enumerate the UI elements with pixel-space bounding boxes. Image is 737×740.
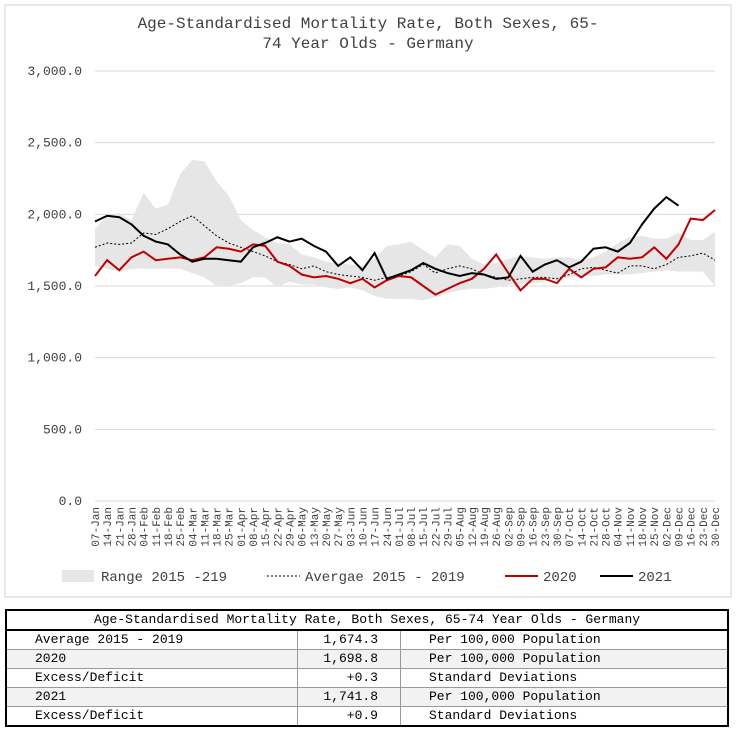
- table-cell: Per 100,000 Population: [400, 687, 729, 707]
- x-tick-label: 08-Jul: [407, 507, 419, 547]
- table-row: Excess/Deficit +0.9 Standard Deviations: [5, 706, 729, 727]
- x-tick-label: 21-Jan: [115, 507, 127, 547]
- x-tick-label: 13-May: [310, 507, 322, 547]
- table-cell: Excess/Deficit: [5, 706, 298, 727]
- series-line: [94, 209, 716, 296]
- table-cell: 2020: [5, 649, 298, 669]
- x-tick-label: 28-Oct: [602, 507, 614, 547]
- x-tick-label: 30-Dec: [711, 507, 723, 547]
- x-tick-label: 22-Apr: [273, 507, 285, 547]
- table-cell: Excess/Deficit: [5, 668, 298, 688]
- x-tick-label: 07-Jan: [91, 507, 103, 547]
- x-tick-label: 18-Feb: [164, 507, 176, 547]
- y-tick-label: 1,500.0: [27, 279, 82, 294]
- x-tick-label: 19-Aug: [480, 507, 492, 547]
- x-tick-label: 29-Apr: [286, 507, 298, 547]
- x-tick-label: 29-Jul: [444, 507, 456, 547]
- x-tick-label: 16-Sep: [529, 507, 541, 547]
- x-tick-label: 14-Oct: [577, 507, 589, 547]
- legend-label: Avergae 2015 - 2019: [305, 570, 465, 586]
- table-cell: +0.9: [297, 706, 401, 727]
- legend-label: Range 2015 -219: [101, 570, 227, 586]
- x-tick-label: 06-May: [298, 507, 310, 547]
- x-tick-label: 02-Dec: [662, 507, 674, 547]
- table-cell: Standard Deviations: [400, 706, 729, 727]
- legend-swatch: [62, 570, 94, 582]
- table-cell: 1,698.8: [297, 649, 401, 669]
- x-tick-label: 20-May: [322, 507, 334, 547]
- x-tick-label: 04-Nov: [614, 507, 626, 547]
- table-row: 2021 1,741.8 Per 100,000 Population: [5, 687, 729, 707]
- legend-label: 2020: [543, 570, 577, 586]
- x-tick-label: 25-Nov: [650, 507, 662, 547]
- x-tick-label: 10-Jun: [358, 507, 370, 547]
- x-tick-label: 15-Apr: [261, 507, 273, 547]
- y-tick-label: 2,000.0: [27, 207, 82, 222]
- x-tick-label: 01-Jul: [395, 507, 407, 547]
- summary-table: Age-Standardised Mortality Rate, Both Se…: [5, 609, 729, 727]
- x-tick-label: 30-Sep: [553, 507, 565, 547]
- table-cell: 2021: [5, 687, 298, 707]
- x-tick-label: 02-Sep: [504, 507, 516, 547]
- x-tick-label: 16-Dec: [687, 507, 699, 547]
- table-title: Age-Standardised Mortality Rate, Both Se…: [5, 609, 729, 631]
- y-tick-label: 2,500.0: [27, 136, 82, 151]
- table-row: Excess/Deficit +0.3 Standard Deviations: [5, 668, 729, 688]
- table-cell: Standard Deviations: [400, 668, 729, 688]
- x-tick-label: 08-Apr: [249, 507, 261, 547]
- x-tick-label: 25-Mar: [225, 507, 237, 547]
- x-tick-label: 12-Aug: [468, 507, 480, 547]
- legend-label: 2021: [638, 570, 672, 586]
- table-row: Average 2015 - 2019 1,674.3 Per 100,000 Po…: [5, 629, 729, 650]
- x-tick-label: 21-Oct: [589, 507, 601, 547]
- x-tick-label: 01-Apr: [237, 507, 249, 547]
- x-tick-label: 05-Aug: [456, 507, 468, 547]
- y-tick-label: 0.0: [59, 494, 82, 509]
- table-cell: 1,674.3: [297, 629, 401, 650]
- table-cell: Per 100,000 Population: [400, 649, 729, 669]
- x-tick-label: 23-Dec: [699, 507, 711, 547]
- x-tick-label: 24-Jun: [383, 507, 395, 547]
- series-line: [94, 215, 716, 281]
- x-tick-label: 27-May: [334, 507, 346, 547]
- y-tick-label: 3,000.0: [27, 64, 82, 79]
- x-tick-label: 09-Sep: [516, 507, 528, 547]
- x-tick-label: 11-Feb: [152, 507, 164, 547]
- x-tick-label: 25-Feb: [176, 507, 188, 547]
- table-cell: +0.3: [297, 668, 401, 688]
- series-line: [94, 195, 680, 281]
- x-tick-label: 23-Sep: [541, 507, 553, 547]
- chart-title: Age-Standardised Mortality Rate, Both Se…: [138, 15, 599, 33]
- table-cell: 1,741.8: [297, 687, 401, 707]
- x-tick-label: 22-Jul: [431, 507, 443, 547]
- x-tick-label: 17-Jun: [371, 507, 383, 547]
- x-tick-label: 09-Dec: [675, 507, 687, 547]
- x-tick-label: 15-Jul: [419, 507, 431, 547]
- x-tick-label: 18-Mar: [213, 507, 225, 547]
- x-tick-label: 04-Mar: [188, 507, 200, 547]
- chart: Age-Standardised Mortality Rate, Both Se…: [4, 4, 732, 598]
- y-tick-label: 500.0: [43, 422, 82, 437]
- x-tick-label: 28-Jan: [127, 507, 139, 547]
- x-tick-label: 14-Jan: [103, 507, 115, 547]
- chart-border: [4, 4, 732, 598]
- range-band: [95, 159, 715, 301]
- x-tick-label: 04-Feb: [140, 507, 152, 547]
- x-tick-label: 11-Nov: [626, 507, 638, 547]
- table-cell: Per 100,000 Population: [400, 629, 729, 650]
- x-tick-label: 07-Oct: [565, 507, 577, 547]
- x-tick-label: 03-Jun: [346, 507, 358, 547]
- table-row: 2020 1,698.8 Per 100,000 Population: [5, 649, 729, 669]
- table-title-row: Age-Standardised Mortality Rate, Both Se…: [5, 609, 729, 631]
- x-tick-label: 11-Mar: [200, 507, 212, 547]
- y-tick-label: 1,000.0: [27, 351, 82, 366]
- chart-title: 74 Year Olds - Germany: [262, 35, 474, 53]
- x-tick-label: 26-Aug: [492, 507, 504, 547]
- table-cell: Average 2015 - 2019: [5, 629, 298, 650]
- x-tick-label: 18-Nov: [638, 507, 650, 547]
